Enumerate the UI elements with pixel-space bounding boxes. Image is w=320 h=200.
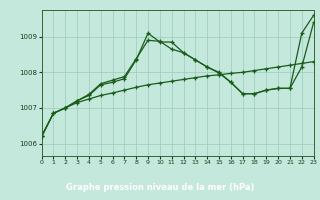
Text: Graphe pression niveau de la mer (hPa): Graphe pression niveau de la mer (hPa) [66,183,254,192]
